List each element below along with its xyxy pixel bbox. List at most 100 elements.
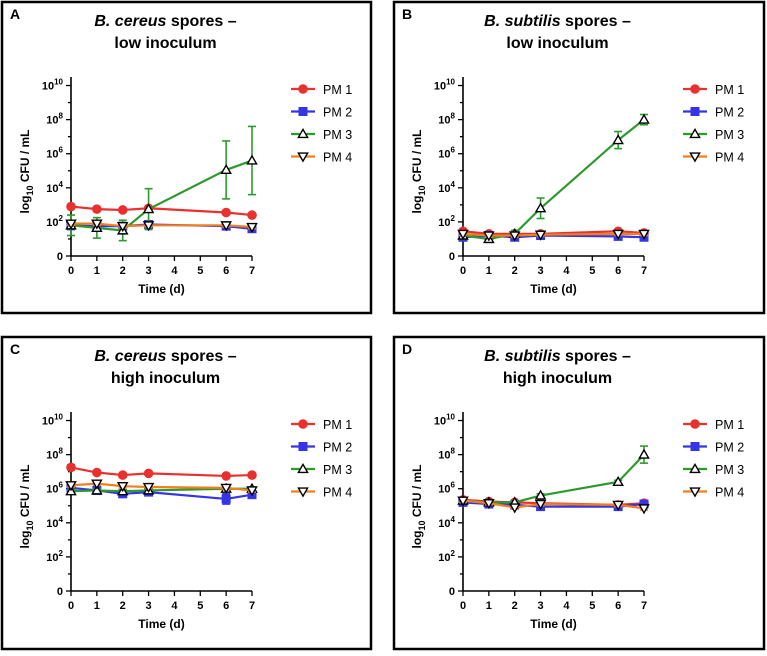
y-axis-label: log10 CFU / mL	[18, 129, 35, 213]
series-line	[462, 232, 644, 237]
y-tick-exponent: 4	[451, 180, 456, 189]
legend-marker	[690, 442, 700, 451]
y-tick-label: 104	[438, 180, 455, 195]
legend-marker	[297, 487, 309, 498]
legend-item: PM 1	[291, 83, 352, 97]
chart-title: B. cereus spores –	[94, 13, 236, 30]
legend-label: PM 2	[715, 106, 744, 120]
x-tick-label: 0	[68, 265, 74, 277]
x-tick-label: 3	[538, 265, 544, 277]
data-point	[220, 163, 232, 175]
panel-a: A B. cereus spores – low inoculum 0 1 2 3 4 5 6 7 T…	[0, 0, 373, 315]
legend-marker	[690, 107, 700, 116]
x-tick-label: 1	[486, 600, 492, 612]
y-tick-exponent: 4	[59, 180, 64, 189]
panel-letter: A	[10, 6, 20, 22]
legend-item: PM 4	[683, 486, 744, 500]
legend-item: PM 4	[683, 151, 744, 165]
y-tick-exponent: 10	[54, 413, 63, 422]
data-point	[220, 483, 232, 494]
panel-frame	[392, 335, 766, 651]
legend-marker	[297, 127, 309, 139]
series-line	[70, 159, 253, 232]
x-tick-label: 3	[146, 600, 152, 612]
title-italic: B. subtilis	[484, 348, 561, 365]
y-tick-base: 10	[438, 484, 450, 496]
data-point	[92, 204, 102, 214]
legend-marker	[297, 152, 309, 163]
legend-item: PM 3	[291, 127, 352, 142]
data-point	[508, 503, 521, 514]
x-tick-label: 2	[512, 265, 518, 277]
y-tick-label: 1010	[42, 413, 64, 428]
legend-marker	[298, 442, 308, 451]
data-point	[91, 484, 103, 495]
y-tick-base: 10	[438, 115, 450, 127]
data-point	[534, 202, 547, 213]
title-italic: B. cereus	[94, 13, 166, 30]
y-tick-label: 106	[438, 481, 455, 496]
y-tick-label: 106	[46, 146, 63, 161]
data-point	[221, 207, 231, 218]
legend-marker	[690, 419, 700, 429]
panel-frame	[0, 335, 373, 651]
x-tick-label: 5	[589, 600, 595, 612]
data-point	[638, 448, 650, 459]
data-point	[534, 499, 547, 511]
data-point	[143, 468, 154, 479]
chart-title: B. subtilis spores –	[484, 348, 631, 365]
y-tick-base: 10	[434, 81, 446, 93]
x-tick-label: 7	[249, 265, 255, 277]
x-tick-label: 1	[486, 265, 492, 277]
y-tick-base: 10	[42, 81, 54, 93]
chart-title-line2: high inoculum	[111, 370, 220, 387]
data-point	[142, 203, 155, 214]
y-tick-exponent: 10	[54, 78, 63, 87]
legend-marker	[690, 84, 700, 94]
y-tick-exponent: 6	[59, 146, 64, 155]
y-label-rest: CFU / mL	[410, 129, 424, 185]
legend-marker	[689, 127, 701, 139]
y-tick-label: 108	[438, 447, 455, 462]
y-tick-label: 102	[46, 549, 63, 564]
x-tick-label: 4	[563, 265, 570, 277]
y-tick-label: 0	[57, 251, 63, 263]
y-tick-base: 0	[449, 251, 455, 263]
y-tick-base: 10	[46, 518, 58, 530]
panel-c: C B. cereus spores – high inoculum 0 1 2 3 4 5 6 7…	[0, 335, 373, 651]
data-point	[246, 154, 258, 165]
y-tick-base: 10	[438, 183, 450, 195]
y-tick-base: 10	[46, 149, 58, 161]
x-tick-label: 7	[641, 265, 647, 277]
x-tick-label: 5	[197, 265, 203, 277]
y-tick-base: 10	[46, 115, 58, 127]
y-tick-exponent: 8	[59, 447, 64, 456]
data-point	[117, 470, 128, 480]
y-tick-base: 0	[449, 586, 455, 598]
legend-label: PM 1	[715, 418, 744, 432]
x-tick-label: 2	[120, 600, 126, 612]
data-point	[116, 482, 129, 493]
x-tick-label: 1	[94, 265, 100, 277]
x-tick-label: 0	[460, 600, 466, 612]
series-line	[71, 222, 253, 229]
x-tick-label: 3	[146, 265, 152, 277]
x-tick-label: 4	[563, 600, 570, 612]
data-point	[220, 221, 232, 232]
x-tick-label: 6	[615, 265, 621, 277]
panel-b: B B. subtilis spores – low inoculum 0 1 2 3 4 5 6…	[392, 0, 766, 315]
data-point	[638, 504, 650, 515]
y-tick-base: 10	[438, 149, 450, 161]
panel-letter: B	[402, 6, 412, 22]
data-point	[65, 481, 77, 492]
series-pm3	[457, 113, 650, 244]
x-tick-label: 4	[171, 600, 178, 612]
chart-title: B. cereus spores –	[94, 348, 236, 365]
series-pm4	[65, 479, 258, 497]
legend-item: PM 4	[291, 151, 352, 165]
x-tick-label: 7	[641, 600, 647, 612]
legend-label: PM 4	[323, 151, 352, 165]
data-point	[534, 230, 547, 241]
y-axis-label: log10 CFU / mL	[410, 464, 427, 548]
